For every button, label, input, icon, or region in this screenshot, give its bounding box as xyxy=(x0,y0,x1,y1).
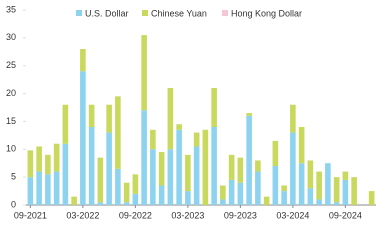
bar-segment xyxy=(246,115,252,205)
bar-segment xyxy=(106,132,112,205)
bar-segment xyxy=(290,132,296,205)
bar-segment xyxy=(351,177,357,205)
bar-segment xyxy=(237,182,244,205)
bar-segment xyxy=(211,127,217,205)
bar-segment xyxy=(123,182,130,203)
bar-segment xyxy=(80,49,86,72)
bar-segment xyxy=(62,143,69,205)
bar-segment xyxy=(123,202,130,205)
bar-segment xyxy=(368,191,375,205)
bar-segment xyxy=(202,129,209,205)
y-tick-label: 15 xyxy=(6,116,16,126)
legend-swatch xyxy=(222,10,228,16)
bar-segment xyxy=(342,179,349,205)
y-tick-label: 35 xyxy=(6,4,16,14)
bar-segment xyxy=(246,113,252,116)
bar-segment xyxy=(62,104,69,144)
legend-label: Hong Kong Dollar xyxy=(231,8,302,18)
bar-segment xyxy=(298,163,305,205)
bar-segment xyxy=(167,88,174,150)
x-tick-label: 09-2022 xyxy=(119,210,152,220)
x-tick-label: 09-2024 xyxy=(329,210,362,220)
bar-segment xyxy=(36,146,42,172)
bar-segment xyxy=(45,174,51,205)
bar-segment xyxy=(272,166,279,205)
bar-segment xyxy=(141,110,147,205)
bar-segment xyxy=(307,160,314,189)
bar-segment xyxy=(141,35,147,111)
y-tick-label: 5 xyxy=(11,172,16,182)
legend-swatch xyxy=(142,10,148,16)
y-tick-label: 20 xyxy=(6,88,16,98)
bar-segment xyxy=(255,160,261,172)
bar-segment xyxy=(228,179,235,205)
bar-segment xyxy=(333,177,340,203)
bar-segment xyxy=(176,129,182,205)
bar-segment xyxy=(237,157,244,183)
bar-segment xyxy=(150,149,156,205)
x-tick-label: 03-2023 xyxy=(171,210,204,220)
bar-segment xyxy=(71,196,77,205)
y-tick-label: 30 xyxy=(6,32,16,42)
bar-segment xyxy=(316,171,322,200)
bar-segment xyxy=(185,191,191,205)
bar-segment xyxy=(88,127,95,205)
y-tick-label: 10 xyxy=(6,144,16,154)
bar-segment xyxy=(115,96,121,169)
bar-segment xyxy=(27,150,34,178)
legend-swatch xyxy=(76,10,82,16)
bar-segment xyxy=(45,154,51,175)
bar-segment xyxy=(272,140,279,166)
x-tick-label: 09-2023 xyxy=(224,210,257,220)
bar-segment xyxy=(281,185,287,192)
bar-segment xyxy=(211,88,217,127)
bar-segment xyxy=(150,129,156,150)
bar-segment xyxy=(220,185,226,200)
bar-segment xyxy=(193,146,200,205)
bar-segment xyxy=(228,154,235,180)
bar-segment xyxy=(298,127,305,164)
legend-label: U.S. Dollar xyxy=(85,8,129,18)
bar-segment xyxy=(185,154,191,192)
bar-segment xyxy=(132,174,139,194)
x-tick-label: 09-2021 xyxy=(14,210,47,220)
bar-segment xyxy=(263,196,270,205)
bar-segment xyxy=(290,104,296,133)
y-tick-label: 25 xyxy=(6,60,16,70)
chart: 0 5 10 15 20 25 30 35 09-2021 03-2022 09-2022 03-20… xyxy=(6,4,376,220)
bar-segment xyxy=(53,171,60,205)
bar-segment xyxy=(333,202,340,205)
bar-segment xyxy=(27,177,34,205)
bar-segment xyxy=(88,104,95,127)
bar-segment xyxy=(220,199,226,205)
bar-segment xyxy=(97,202,104,205)
bar-segment xyxy=(158,185,165,205)
bar-segment xyxy=(325,163,331,205)
bar-segment xyxy=(193,132,200,147)
bar-segment xyxy=(36,171,42,205)
bar-segment xyxy=(97,157,104,203)
bar-segment xyxy=(176,124,182,130)
bar-segment xyxy=(106,104,112,133)
x-tick-label: 03-2022 xyxy=(66,210,99,220)
bar-segment xyxy=(281,191,287,205)
bar-segment xyxy=(316,199,322,205)
x-tick-label: 03-2024 xyxy=(276,210,309,220)
bar-segment xyxy=(132,193,139,205)
legend-label: Chinese Yuan xyxy=(151,8,207,18)
bar-segment xyxy=(167,149,174,205)
bar-segment xyxy=(307,188,314,205)
bar-segment xyxy=(342,171,349,180)
bar-segment xyxy=(53,143,60,172)
bar-segment xyxy=(158,152,165,186)
bar-segment xyxy=(80,71,86,206)
bar-segment xyxy=(255,171,261,205)
bar-segment xyxy=(115,168,121,205)
y-tick-label: 0 xyxy=(11,199,16,209)
